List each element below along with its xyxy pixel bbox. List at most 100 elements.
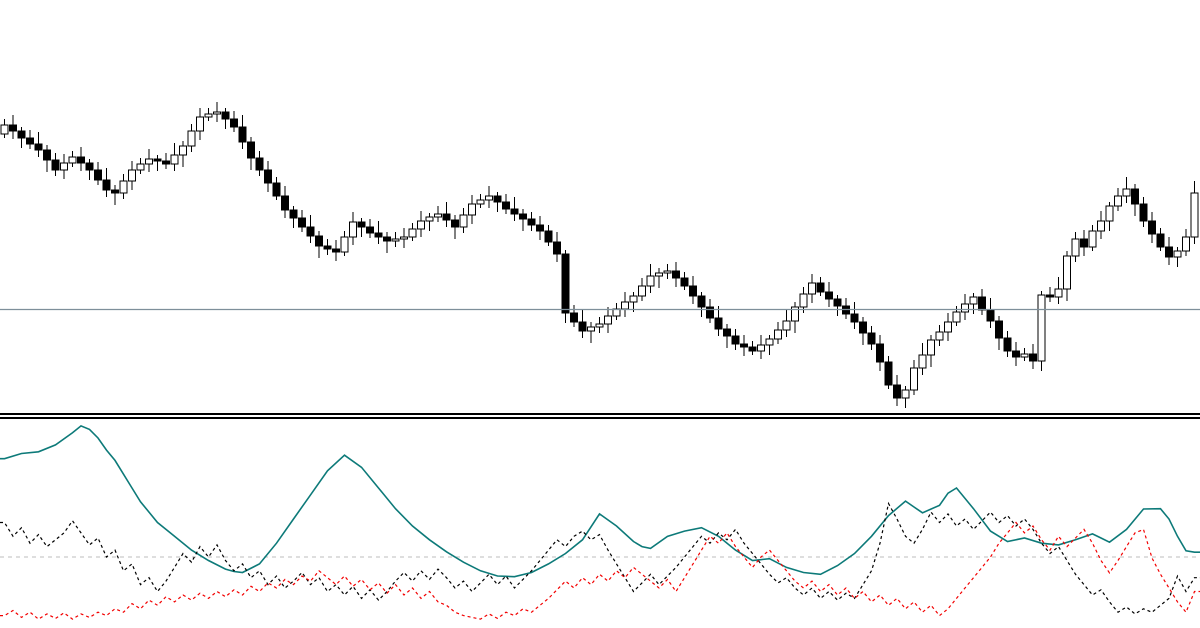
candle-body	[468, 203, 476, 216]
candle-body	[272, 182, 281, 197]
candle-body	[570, 312, 578, 323]
candle-body	[145, 158, 153, 165]
candle-body	[340, 236, 349, 253]
candle-body	[969, 296, 978, 305]
candle-body	[442, 213, 451, 221]
candle-body	[757, 344, 765, 352]
candle-body	[1131, 188, 1139, 205]
candle-body	[808, 282, 816, 295]
candle-body	[1080, 238, 1088, 248]
candle-body	[1105, 205, 1114, 222]
candle-body	[893, 384, 901, 399]
candle-body	[68, 156, 77, 164]
candle-body	[357, 221, 366, 228]
candle-body	[111, 189, 119, 194]
candle-body	[1046, 294, 1054, 298]
candle-body	[0, 124, 9, 135]
candle-body	[1020, 353, 1029, 358]
candle-body	[1063, 255, 1071, 290]
plus-di-line	[0, 501, 1200, 615]
candle-body	[187, 130, 196, 147]
candle-body	[459, 214, 468, 228]
candle-body	[927, 339, 935, 356]
candle-body	[825, 291, 833, 300]
candle-body	[128, 169, 136, 182]
candle-body	[723, 328, 731, 337]
candle-body	[1071, 238, 1080, 257]
candle-body	[417, 220, 425, 230]
candle-body	[867, 332, 876, 345]
candle-body	[629, 295, 638, 303]
candle-body	[451, 219, 459, 228]
candle-body	[952, 311, 961, 323]
candle-body	[1012, 350, 1020, 358]
candle-body	[961, 303, 969, 313]
candle-body	[527, 218, 536, 226]
candle-body	[672, 270, 680, 279]
panel-divider[interactable]	[0, 413, 1200, 419]
candle-body	[196, 116, 204, 132]
candle-body	[706, 306, 714, 319]
candle-body	[34, 143, 43, 151]
candle-body	[1173, 250, 1182, 258]
candle-body	[77, 156, 85, 164]
candle-body	[238, 126, 247, 143]
candle-body	[434, 213, 442, 218]
candle-body	[1029, 353, 1037, 362]
panel-divider-line	[0, 417, 1200, 419]
candle-body	[213, 111, 221, 115]
candle-body	[935, 331, 944, 341]
candle-body	[621, 301, 629, 310]
candle-body	[1148, 220, 1156, 235]
candle-body	[536, 224, 544, 232]
candle-body	[391, 238, 400, 242]
candle-body	[289, 209, 298, 219]
candle-body	[204, 113, 213, 118]
candle-body	[400, 236, 408, 240]
candle-body	[255, 157, 264, 171]
candle-body	[510, 208, 519, 215]
candle-body	[561, 253, 570, 314]
candle-body	[315, 235, 323, 247]
candle-body	[731, 335, 740, 345]
candle-body	[1182, 236, 1190, 252]
candle-body	[544, 230, 553, 243]
candle-body	[179, 145, 187, 156]
candle-body	[94, 169, 102, 181]
candle-body	[714, 317, 723, 330]
candle-body	[162, 160, 170, 165]
candle-body	[502, 201, 510, 210]
candle-body	[9, 124, 17, 132]
candle-body	[740, 343, 748, 348]
candle-body	[918, 354, 927, 369]
candle-body	[774, 329, 782, 340]
candle-body	[17, 130, 26, 139]
candle-body	[816, 282, 825, 293]
candle-body	[102, 179, 111, 191]
candle-body	[136, 163, 145, 171]
candle-body	[281, 195, 289, 211]
candle-body	[1114, 195, 1122, 207]
candle-body	[978, 296, 986, 311]
candle-body	[323, 245, 332, 250]
candle-body	[680, 277, 689, 287]
candle-body	[876, 343, 884, 363]
candle-body	[519, 213, 527, 220]
candle-body	[638, 285, 646, 297]
candle-body	[791, 306, 799, 322]
candle-body	[374, 232, 383, 238]
candle-body	[221, 111, 230, 120]
candle-body	[986, 309, 995, 322]
candle-body	[153, 158, 162, 162]
candle-body	[60, 162, 68, 171]
candle-body	[306, 226, 315, 237]
candle-body	[247, 141, 255, 159]
price-pane	[0, 102, 1199, 408]
candle-body	[1139, 203, 1148, 222]
minus-di-line	[0, 521, 1200, 620]
adx-line	[0, 424, 1200, 578]
candle-body	[425, 216, 434, 222]
candle-body	[655, 272, 663, 277]
candle-body	[383, 236, 391, 242]
